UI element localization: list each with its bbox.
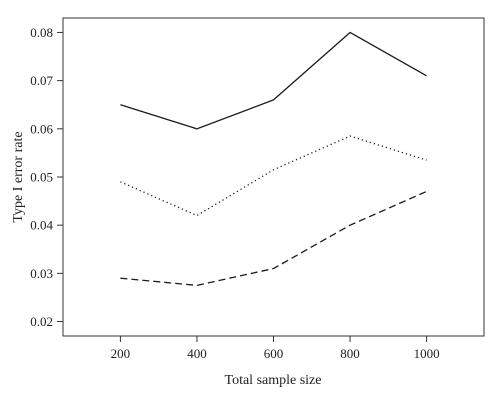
- x-tick-label: 600: [264, 346, 284, 361]
- x-tick-label: 400: [187, 346, 207, 361]
- y-axis: 0.02 0.03 0.04 0.05 0.06 0.07 0.08: [30, 25, 63, 329]
- y-tick-label: 0.03: [30, 266, 53, 281]
- y-tick-label: 0.06: [30, 121, 53, 136]
- y-axis-title: Type I error rate: [11, 131, 26, 222]
- x-tick-label: 200: [111, 346, 131, 361]
- y-tick-label: 0.04: [30, 218, 53, 233]
- series-line-dashed: [120, 190, 427, 287]
- series-layer: [120, 31, 427, 287]
- x-tick-label: 1000: [414, 346, 440, 361]
- series-line-solid: [120, 31, 427, 130]
- y-tick-label: 0.05: [30, 170, 53, 185]
- y-tick-label: 0.02: [30, 314, 53, 329]
- x-tick-label: 800: [340, 346, 360, 361]
- y-tick-label: 0.07: [30, 73, 53, 88]
- plot-frame: [62, 17, 485, 337]
- y-tick-label: 0.08: [30, 25, 53, 40]
- x-axis: 200 400 600 800 1000: [111, 336, 440, 361]
- series-line-dotted: [120, 135, 427, 217]
- x-axis-title: Total sample size: [225, 373, 322, 388]
